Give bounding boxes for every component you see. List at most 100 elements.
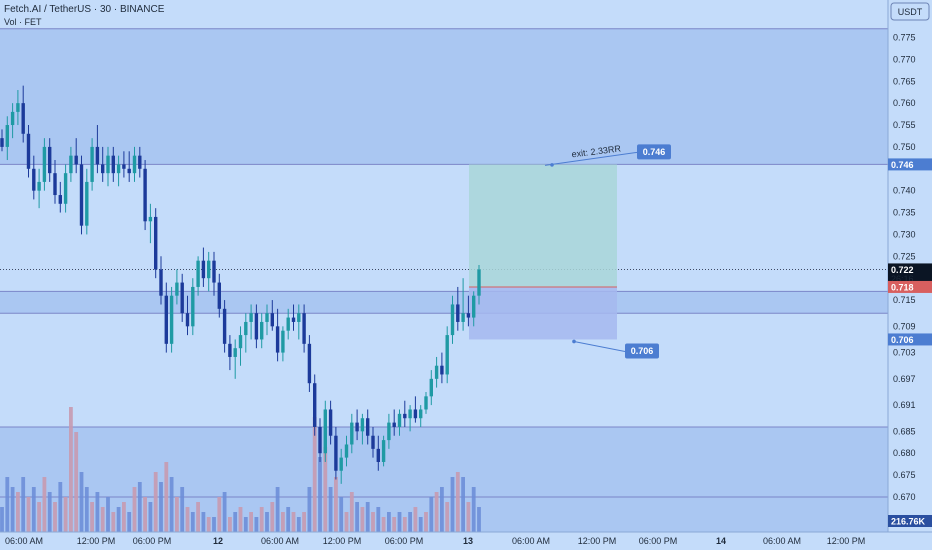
stop-label-box[interactable] bbox=[625, 343, 659, 359]
candle-body-60 bbox=[318, 426, 322, 454]
volume-bar-58 bbox=[307, 487, 312, 532]
price-tick-label-14: 0.691 bbox=[893, 400, 916, 410]
time-tick-label-10: 06:00 PM bbox=[639, 536, 678, 546]
badge-entry-box[interactable] bbox=[888, 280, 932, 293]
badge-last-price-box[interactable] bbox=[888, 263, 932, 285]
volume-bar-56 bbox=[296, 517, 301, 532]
volume-bar-67 bbox=[355, 502, 359, 532]
volume-bar-36 bbox=[190, 512, 195, 532]
volume-bar-65 bbox=[344, 512, 349, 532]
volume-indicator-label[interactable]: Vol · FET bbox=[4, 17, 42, 27]
candle-body-79 bbox=[419, 409, 423, 419]
candle-body-3 bbox=[16, 103, 20, 112]
volume-bar-24 bbox=[127, 512, 132, 532]
badge-volume-box[interactable] bbox=[888, 515, 932, 527]
volume-bar-33 bbox=[175, 497, 179, 532]
candle-body-31 bbox=[164, 295, 168, 344]
volume-bar-85 bbox=[450, 477, 455, 532]
volume-bar-66 bbox=[349, 492, 354, 532]
candle-body-43 bbox=[228, 343, 232, 357]
volume-bar-50 bbox=[265, 512, 269, 532]
price-tick-label-2: 0.765 bbox=[893, 76, 916, 86]
candle-body-16 bbox=[85, 181, 89, 226]
volume-bar-10 bbox=[53, 502, 57, 532]
volume-bar-47 bbox=[249, 512, 253, 532]
candle-body-12 bbox=[63, 173, 68, 204]
volume-bar-55 bbox=[291, 512, 296, 532]
currency-button[interactable]: USDT bbox=[890, 2, 930, 21]
price-tick-label-0: 0.775 bbox=[893, 33, 916, 43]
volume-bar-70 bbox=[371, 512, 375, 532]
volume-bar-38 bbox=[201, 512, 206, 532]
volume-bar-35 bbox=[185, 507, 190, 532]
volume-bar-5 bbox=[26, 497, 31, 532]
time-axis-panel[interactable] bbox=[0, 533, 932, 550]
candle-body-27 bbox=[143, 168, 147, 222]
candle-body-42 bbox=[222, 308, 227, 344]
price-tick-label-10: 0.715 bbox=[893, 295, 916, 305]
candle-body-74 bbox=[392, 422, 396, 427]
candle-body-19 bbox=[101, 164, 105, 174]
volume-bar-25 bbox=[132, 487, 137, 532]
candle-body-50 bbox=[265, 313, 269, 322]
candle-body-46 bbox=[244, 321, 248, 336]
volume-bar-82 bbox=[434, 492, 439, 532]
volume-bar-42 bbox=[222, 492, 227, 532]
volume-bar-1 bbox=[5, 477, 10, 532]
volume-bar-22 bbox=[116, 507, 121, 532]
volume-bar-29 bbox=[153, 472, 158, 532]
candle-body-57 bbox=[302, 313, 306, 344]
volume-bar-40 bbox=[212, 517, 216, 532]
chart-header: Fetch.AI / TetherUS · 30 · BINANCE Vol ·… bbox=[4, 4, 164, 27]
candle-body-1 bbox=[5, 125, 9, 147]
volume-bar-53 bbox=[281, 512, 285, 532]
target-label-box[interactable] bbox=[637, 144, 671, 160]
candle-body-76 bbox=[403, 413, 407, 419]
candle-body-7 bbox=[37, 181, 41, 191]
volume-bar-60 bbox=[318, 457, 322, 532]
badge-volume-text: 216.76K bbox=[891, 517, 926, 527]
candle-body-9 bbox=[48, 146, 52, 174]
candle-body-47 bbox=[249, 313, 253, 322]
price-tick-label-15: 0.685 bbox=[893, 426, 916, 436]
price-tick-label-17: 0.675 bbox=[893, 470, 916, 480]
volume-bar-32 bbox=[169, 477, 174, 532]
time-tick-label-0: 06:00 AM bbox=[5, 536, 43, 546]
time-tick-label-1: 12:00 PM bbox=[77, 536, 116, 546]
candle-body-56 bbox=[297, 313, 301, 322]
candle-body-73 bbox=[387, 422, 391, 441]
volume-bar-23 bbox=[122, 502, 126, 532]
volume-bar-11 bbox=[58, 482, 63, 532]
volume-bar-9 bbox=[47, 492, 52, 532]
candle-body-37 bbox=[196, 260, 200, 287]
candle-body-0 bbox=[0, 138, 4, 147]
candle-body-10 bbox=[53, 173, 57, 196]
candle-body-18 bbox=[95, 146, 100, 165]
time-tick-label-12: 06:00 AM bbox=[763, 536, 801, 546]
candle-body-75 bbox=[397, 413, 402, 427]
volume-bar-86 bbox=[455, 472, 460, 532]
candle-body-29 bbox=[154, 216, 158, 270]
stop-label-text: 0.706 bbox=[631, 346, 654, 356]
volume-bar-19 bbox=[100, 507, 105, 532]
candle-body-34 bbox=[180, 282, 184, 314]
volume-bar-2 bbox=[10, 487, 15, 532]
stop-anchor-dot bbox=[572, 339, 576, 344]
price-tick-label-6: 0.740 bbox=[893, 186, 916, 196]
time-tick-label-13: 12:00 PM bbox=[827, 536, 866, 546]
candle-body-38 bbox=[201, 260, 206, 279]
candle-body-87 bbox=[461, 313, 465, 322]
time-tick-label-9: 12:00 PM bbox=[578, 536, 617, 546]
badge-stop-box[interactable] bbox=[888, 333, 932, 346]
zone-2 bbox=[0, 426, 888, 532]
candle-body-82 bbox=[434, 365, 439, 379]
volume-bar-39 bbox=[206, 517, 211, 532]
badge-target-box[interactable] bbox=[888, 158, 932, 171]
volume-bar-74 bbox=[392, 517, 397, 532]
price-tick-label-11: 0.709 bbox=[893, 321, 916, 331]
symbol-title[interactable]: Fetch.AI / TetherUS · 30 · BINANCE bbox=[4, 4, 165, 15]
candle-body-2 bbox=[10, 111, 15, 126]
volume-bar-46 bbox=[243, 517, 248, 532]
candle-body-63 bbox=[334, 435, 338, 471]
